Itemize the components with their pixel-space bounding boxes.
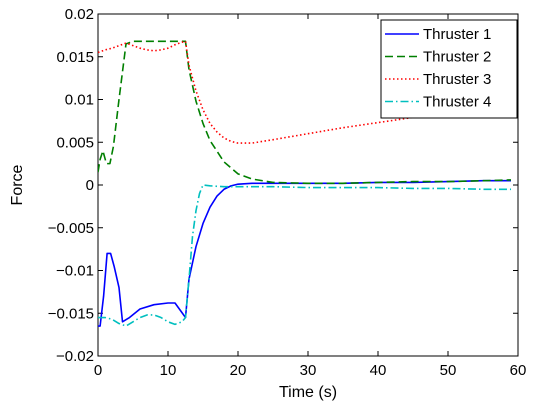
series-group [98, 40, 512, 327]
tick-group: 0 10 20 30 40 50 60 −0.02 −0.015 −0.01 −0.005 0 0.00… [48, 6, 527, 379]
x-axis-label: Time (s) [279, 384, 337, 401]
x-tick-label: 20 [230, 362, 247, 379]
y-tick-label: −0.01 [56, 263, 94, 280]
y-tick-label: 0.02 [65, 6, 94, 23]
y-tick-label: −0.02 [56, 348, 94, 365]
legend-label-thruster-1: Thruster 1 [423, 26, 491, 43]
y-axis-label: Force [9, 164, 26, 205]
y-tick-label: 0.015 [56, 49, 94, 66]
x-tick-label: 40 [370, 362, 387, 379]
y-tick-label: 0.01 [65, 92, 94, 109]
y-tick-label: 0 [86, 177, 94, 194]
y-tick-label: 0.005 [56, 134, 94, 151]
series-line-thruster-3 [98, 40, 435, 144]
legend-label-thruster-4: Thruster 4 [423, 94, 491, 111]
x-tick-label: 60 [510, 362, 527, 379]
series-line-thruster-4 [98, 184, 511, 327]
x-tick-label: 30 [300, 362, 317, 379]
legend-label-thruster-2: Thruster 2 [423, 49, 491, 66]
x-tick-label: 50 [440, 362, 457, 379]
legend-label-thruster-3: Thruster 3 [423, 71, 491, 88]
series-line-thruster-2 [98, 40, 512, 185]
y-tick-label: −0.015 [48, 305, 94, 322]
x-tick-label: 0 [94, 362, 102, 379]
x-tick-label: 10 [160, 362, 177, 379]
y-tick-label: −0.005 [48, 220, 94, 237]
legend: Thruster 1 Thruster 2 Thruster 3 Thruster 4 [380, 19, 518, 119]
